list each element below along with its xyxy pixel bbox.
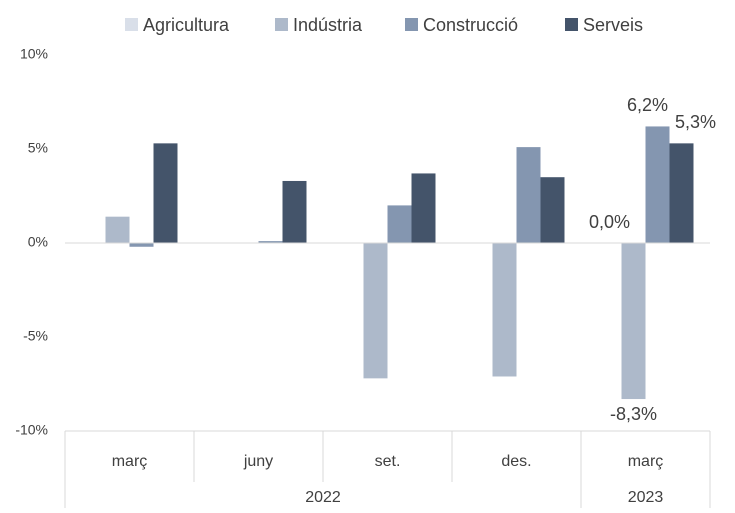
data-label: 6,2% xyxy=(627,95,668,115)
bar xyxy=(411,173,436,243)
y-tick-label: 5% xyxy=(28,140,48,156)
bar xyxy=(540,177,565,243)
bar xyxy=(645,126,670,243)
data-label: 5,3% xyxy=(675,112,716,132)
x-tick-label: març xyxy=(112,453,148,470)
bar xyxy=(153,143,178,243)
bar xyxy=(387,205,412,243)
x-tick-label: set. xyxy=(375,453,401,470)
bar xyxy=(363,243,388,379)
x-tick-label: març xyxy=(628,453,664,470)
legend-label: Construcció xyxy=(423,15,518,35)
legend-swatch xyxy=(565,18,578,31)
y-tick-label: -5% xyxy=(23,328,48,344)
group-label: 2022 xyxy=(305,489,341,506)
legend-swatch xyxy=(125,18,138,31)
group-label: 2023 xyxy=(628,489,664,506)
x-tick-label: des. xyxy=(501,453,531,470)
y-tick-label: 10% xyxy=(20,46,48,62)
legend-swatch xyxy=(275,18,288,31)
y-tick-label: -10% xyxy=(15,422,48,438)
bar xyxy=(621,243,646,400)
legend-label: Serveis xyxy=(583,15,643,35)
legend-label: Indústria xyxy=(293,15,363,35)
bar xyxy=(282,180,307,243)
y-tick-label: 0% xyxy=(28,234,48,250)
x-tick-label: juny xyxy=(243,453,273,470)
data-label: 0,0% xyxy=(589,212,630,232)
bar xyxy=(669,143,694,243)
bar xyxy=(516,147,541,243)
legend-swatch xyxy=(405,18,418,31)
legend-label: Agricultura xyxy=(143,15,230,35)
bar xyxy=(129,243,154,247)
bar xyxy=(492,243,517,377)
data-label: -8,3% xyxy=(610,404,657,424)
bar xyxy=(258,241,283,243)
bar xyxy=(105,216,130,243)
